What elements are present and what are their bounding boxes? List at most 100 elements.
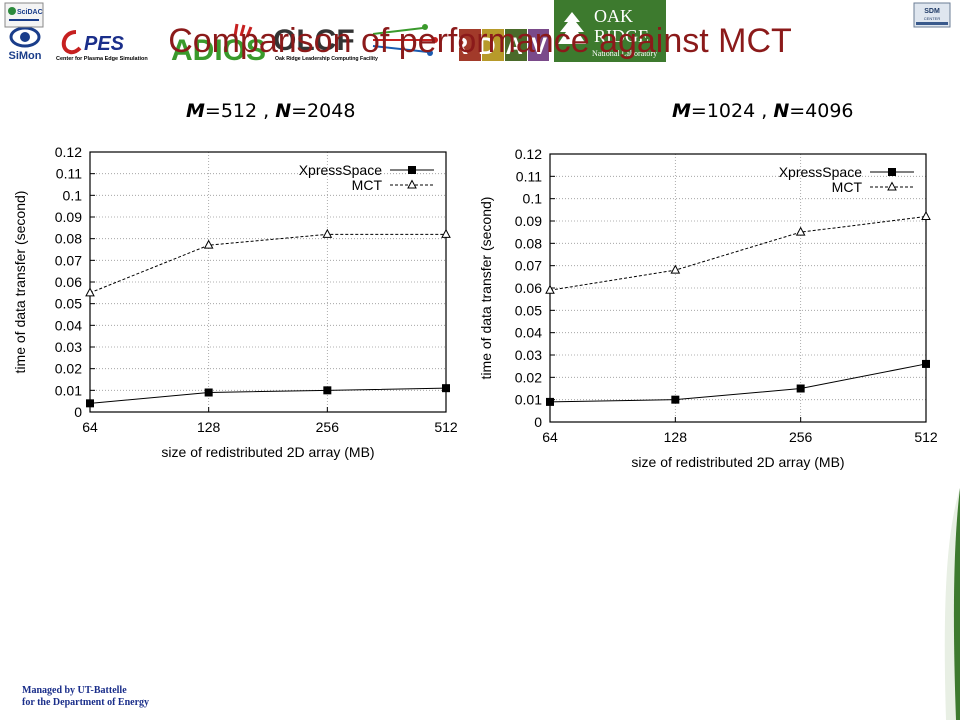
simon-logo-text: SiMon <box>9 50 42 62</box>
data-point <box>323 386 332 395</box>
scidac-logo: SciDAC <box>4 2 44 28</box>
data-point <box>203 239 214 249</box>
y-tick-label: 0.08 <box>55 231 82 247</box>
y-tick-label: 0.07 <box>515 258 542 274</box>
y-tick-label: 0.12 <box>55 144 82 160</box>
chart-left-subtitle: M=512 , N=2048 <box>186 100 356 122</box>
chart-right-subtitle: M=1024 , N=4096 <box>672 100 854 122</box>
y-tick-label: 0.01 <box>515 392 542 408</box>
data-point <box>796 384 805 393</box>
grid <box>549 153 927 423</box>
y-tick-label: 0.09 <box>55 209 82 225</box>
cpes-logo: PES Center for Plasma Edge Simulation <box>56 30 149 62</box>
sdm-logo-text: SDM <box>924 8 940 15</box>
data-point <box>441 228 451 238</box>
y-tick-label: 0.04 <box>55 317 82 333</box>
x-tick-label: 512 <box>434 419 458 435</box>
x-tick-label: 64 <box>82 419 98 435</box>
simon-logo: SiMon <box>9 26 42 62</box>
data-point <box>795 226 806 236</box>
data-point <box>85 287 95 297</box>
data-point <box>86 399 94 408</box>
data-point <box>921 210 931 221</box>
rdav-logo: RDAV <box>451 29 550 61</box>
legend-label: MCT <box>832 179 863 195</box>
series-xpressspace <box>86 384 450 408</box>
series-line <box>549 216 927 291</box>
data-point <box>922 359 930 368</box>
managed-by-line1: Managed by UT-Battelle <box>22 685 127 696</box>
olcf-logo-text: OLCF <box>273 24 355 57</box>
y-tick-label: 0.07 <box>55 252 82 268</box>
ornl-sub-text: National Laboratory <box>592 49 657 58</box>
ornl-logo: OAK RIDGE National Laboratory <box>554 0 667 62</box>
x-axis-title: size of redistributed 2D array (MB) <box>161 444 374 460</box>
y-tick-label: 0.09 <box>515 213 542 229</box>
managed-by-text: Managed by UT-Battelle for the Departmen… <box>22 685 149 709</box>
x-tick-label: 128 <box>197 419 221 435</box>
series-mct <box>545 210 931 294</box>
x-tick-label: 256 <box>316 419 340 435</box>
plot-frame <box>549 153 927 423</box>
data-point <box>442 384 450 393</box>
decorative-swoosh <box>944 488 960 720</box>
data-point <box>322 228 333 238</box>
y-tick-label: 0.1 <box>523 191 543 207</box>
y-tick-label: 0.04 <box>515 325 542 341</box>
y-tick-label: 0.03 <box>515 347 542 363</box>
series-line <box>89 233 446 294</box>
x-tick-label: 512 <box>914 429 938 445</box>
y-tick-label: 0.1 <box>63 187 83 203</box>
cpes-logo-subtext: Center for Plasma Edge Simulation <box>56 56 148 62</box>
y-tick-label: 0.03 <box>55 339 82 355</box>
y-tick-label: 0.01 <box>55 382 82 398</box>
y-tick-label: 0.02 <box>55 361 82 377</box>
y-tick-label: 0.05 <box>515 302 542 318</box>
legend-marker <box>407 179 417 189</box>
sdm-logo-subtext: CENTER <box>924 16 941 21</box>
x-axis-title: size of redistributed 2D array (MB) <box>631 454 844 470</box>
managed-by-line2: for the Department of Energy <box>22 697 150 708</box>
cpes-logo-text: PES <box>84 33 125 55</box>
y-tick-label: 0.08 <box>515 235 542 251</box>
y-tick-label: 0 <box>534 414 542 430</box>
adios-logo: ADIOS <box>171 23 266 67</box>
scidac-logo-text: SciDAC <box>17 9 43 16</box>
olcf-logo: OLCF Oak Ridge Leadership Computing Faci… <box>273 24 439 62</box>
series-line <box>549 363 927 403</box>
data-point <box>545 284 555 294</box>
y-tick-label: 0 <box>74 404 82 420</box>
y-tick-label: 0.11 <box>516 168 542 184</box>
sdm-center-logo: SDM CENTER <box>913 2 951 28</box>
y-tick-label: 0.12 <box>515 146 542 162</box>
legend-label: XpressSpace <box>299 162 382 178</box>
legend-marker <box>408 166 416 174</box>
ornl-ridge-text: RIDGE <box>594 26 649 46</box>
data-point <box>204 388 213 397</box>
chart-right: 0 0.01 0.02 0.03 0.04 0.05 0.06 0.07 0.08 0.09 0.1… <box>478 146 938 470</box>
slide-title: Comparison of performance against MCT <box>168 22 792 60</box>
legend-marker <box>887 181 897 191</box>
y-axis-title: time of data transfer (second) <box>478 197 494 380</box>
ornl-oak-text: OAK <box>594 6 633 26</box>
grid <box>89 151 447 413</box>
y-tick-label: 0.05 <box>55 296 82 312</box>
y-axis-title: time of data transfer (second) <box>12 191 28 374</box>
y-tick-label: 0.11 <box>56 166 82 182</box>
x-tick-label: 64 <box>542 429 558 445</box>
rdav-logo-text: RDAV <box>458 33 550 60</box>
series-mct <box>85 228 451 297</box>
data-point <box>546 397 554 406</box>
olcf-logo-subtext: Oak Ridge Leadership Computing Facility <box>275 56 378 62</box>
data-point <box>670 264 681 274</box>
adios-logo-text: ADIOS <box>171 34 266 62</box>
series-xpressspace <box>546 359 930 406</box>
chart-left: 0 0.01 0.02 0.03 0.04 0.05 0.06 0.07 0.08 0.09 0.1… <box>12 144 458 460</box>
x-tick-label: 256 <box>789 429 813 445</box>
legend-label: XpressSpace <box>779 164 862 180</box>
legend-label: MCT <box>352 177 383 193</box>
y-tick-label: 0.06 <box>55 274 82 290</box>
y-tick-label: 0.02 <box>515 369 542 385</box>
y-tick-label: 0.06 <box>515 280 542 296</box>
